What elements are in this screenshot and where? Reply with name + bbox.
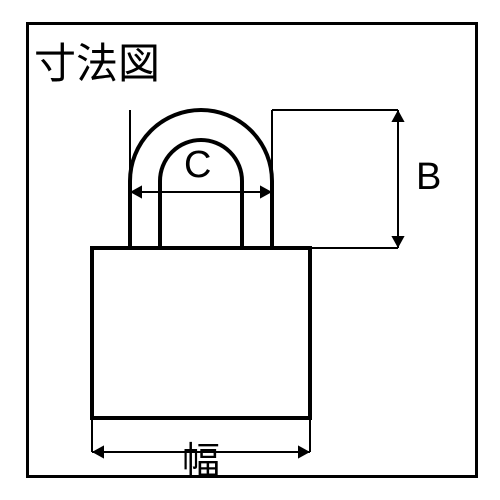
diagram-container: 寸法図 C B 幅: [0, 0, 500, 500]
dimension-label-c: C: [184, 144, 211, 187]
dimension-label-b: B: [416, 156, 441, 199]
dimension-label-width: 幅: [182, 430, 220, 485]
padlock-diagram: [0, 0, 500, 500]
